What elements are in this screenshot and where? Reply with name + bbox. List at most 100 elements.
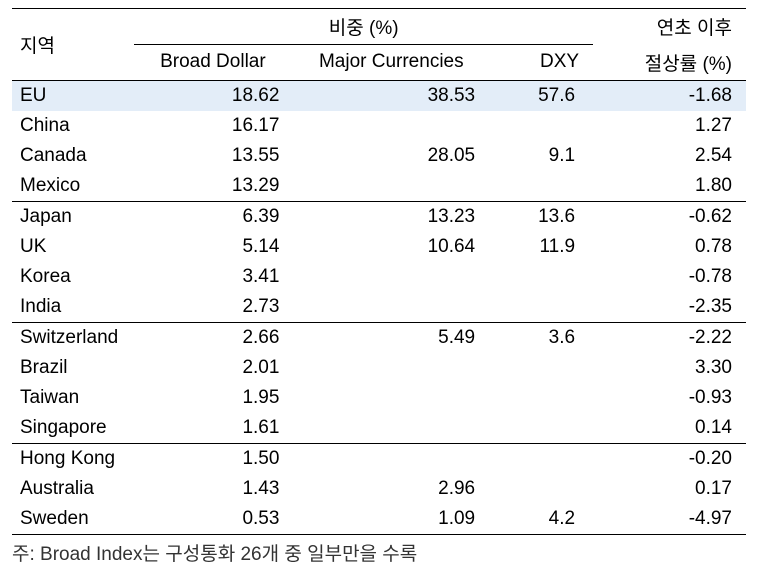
cell-broad: 1.95 [134,383,297,413]
cell-region: China [12,111,134,141]
cell-ytd: -0.78 [593,262,746,292]
cell-major [297,292,491,323]
cell-broad: 16.17 [134,111,297,141]
cell-major [297,353,491,383]
cell-broad: 2.73 [134,292,297,323]
cell-dxy: 13.6 [491,201,593,232]
cell-broad: 5.14 [134,232,297,262]
cell-broad: 0.53 [134,504,297,535]
cell-ytd: -1.68 [593,80,746,111]
cell-dxy [491,353,593,383]
cell-broad: 2.66 [134,322,297,353]
cell-ytd: 1.27 [593,111,746,141]
table-row: Switzerland2.665.493.6-2.22 [12,322,746,353]
cell-dxy [491,443,593,474]
cell-broad: 1.50 [134,443,297,474]
cell-dxy: 57.6 [491,80,593,111]
cell-region: EU [12,80,134,111]
currency-weight-table: 지역 비중 (%) 연초 이후 Broad Dollar Major Curre… [12,8,746,535]
cell-ytd: -2.22 [593,322,746,353]
header-ytd-line1: 연초 이후 [593,9,746,45]
cell-major [297,262,491,292]
cell-major [297,171,491,202]
cell-region: Mexico [12,171,134,202]
header-dxy: DXY [491,45,593,81]
cell-major [297,443,491,474]
table-row: China16.17 1.27 [12,111,746,141]
cell-region: Hong Kong [12,443,134,474]
table-row: Hong Kong1.50 -0.20 [12,443,746,474]
cell-region: Singapore [12,413,134,444]
cell-major: 28.05 [297,141,491,171]
cell-dxy [491,383,593,413]
cell-broad: 13.29 [134,171,297,202]
cell-broad: 3.41 [134,262,297,292]
cell-broad: 13.55 [134,141,297,171]
cell-ytd: 0.78 [593,232,746,262]
cell-region: Switzerland [12,322,134,353]
table-row: UK5.1410.6411.90.78 [12,232,746,262]
cell-region: UK [12,232,134,262]
cell-major: 38.53 [297,80,491,111]
table-row: EU18.6238.5357.6-1.68 [12,80,746,111]
header-major: Major Currencies [297,45,491,81]
cell-ytd: 0.14 [593,413,746,444]
table-row: Singapore1.61 0.14 [12,413,746,444]
header-broad: Broad Dollar [134,45,297,81]
header-weight-group: 비중 (%) [134,9,593,45]
cell-ytd: 0.17 [593,474,746,504]
cell-major [297,111,491,141]
cell-region: Korea [12,262,134,292]
table-row: Australia1.432.96 0.17 [12,474,746,504]
cell-dxy: 11.9 [491,232,593,262]
cell-broad: 18.62 [134,80,297,111]
cell-ytd: -0.20 [593,443,746,474]
cell-ytd: -0.93 [593,383,746,413]
table-body: EU18.6238.5357.6-1.68China16.171.27Canad… [12,80,746,534]
table-row: Sweden0.531.094.2-4.97 [12,504,746,535]
header-region: 지역 [12,9,134,81]
cell-broad: 1.61 [134,413,297,444]
cell-dxy [491,474,593,504]
cell-major: 2.96 [297,474,491,504]
table-row: Mexico13.29 1.80 [12,171,746,202]
cell-broad: 1.43 [134,474,297,504]
cell-dxy [491,262,593,292]
cell-ytd: 2.54 [593,141,746,171]
table-row: Canada13.5528.059.12.54 [12,141,746,171]
cell-dxy [491,413,593,444]
cell-dxy [491,292,593,323]
cell-ytd: -0.62 [593,201,746,232]
cell-region: Taiwan [12,383,134,413]
cell-major [297,413,491,444]
table-footnote: 주: Broad Index는 구성통화 26개 중 일부만을 수록 [12,539,746,566]
cell-dxy: 9.1 [491,141,593,171]
cell-region: Brazil [12,353,134,383]
cell-dxy [491,111,593,141]
cell-region: Canada [12,141,134,171]
cell-ytd: -4.97 [593,504,746,535]
cell-broad: 2.01 [134,353,297,383]
header-row-1: 지역 비중 (%) 연초 이후 [12,9,746,45]
cell-ytd: 1.80 [593,171,746,202]
table-row: Korea3.41 -0.78 [12,262,746,292]
cell-dxy: 3.6 [491,322,593,353]
cell-dxy [491,171,593,202]
cell-major: 5.49 [297,322,491,353]
table-row: Taiwan1.95 -0.93 [12,383,746,413]
cell-region: Australia [12,474,134,504]
cell-major: 13.23 [297,201,491,232]
header-ytd-line2: 절상률 (%) [593,45,746,81]
cell-ytd: 3.30 [593,353,746,383]
table-row: Japan6.3913.2313.6-0.62 [12,201,746,232]
cell-ytd: -2.35 [593,292,746,323]
table-row: India2.73-2.35 [12,292,746,323]
cell-major: 10.64 [297,232,491,262]
cell-major [297,383,491,413]
cell-broad: 6.39 [134,201,297,232]
cell-major: 1.09 [297,504,491,535]
cell-dxy: 4.2 [491,504,593,535]
table-row: Brazil2.01 3.30 [12,353,746,383]
cell-region: Japan [12,201,134,232]
cell-region: Sweden [12,504,134,535]
